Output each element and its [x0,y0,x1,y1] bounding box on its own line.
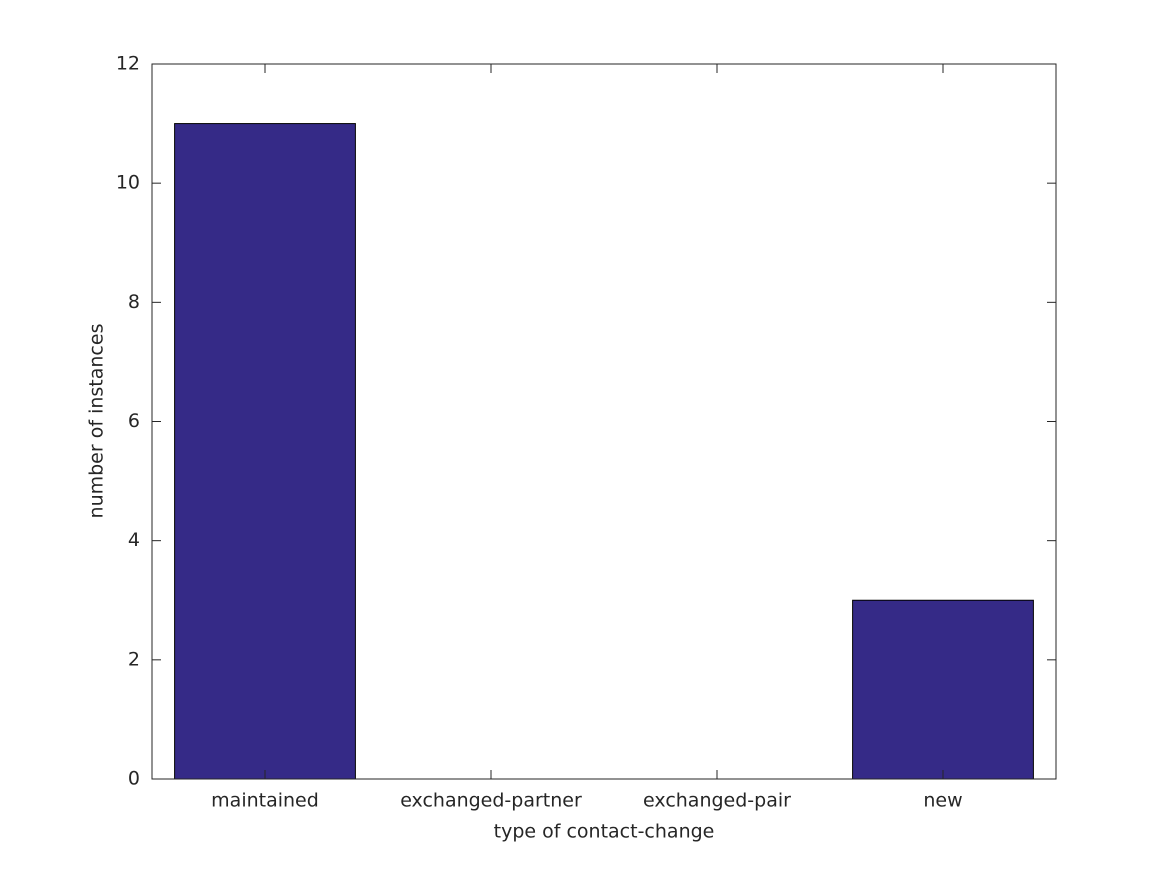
y-tick-label: 6 [128,410,140,432]
y-tick-label: 12 [116,53,140,75]
x-tick-label: exchanged-pair [643,790,791,812]
x-tick-label: new [923,790,962,812]
y-tick-label: 8 [128,291,140,313]
bar [174,123,356,780]
y-tick-label: 0 [128,768,140,790]
y-tick-label: 4 [128,529,140,551]
y-tick-label: 2 [128,648,140,670]
x-axis-label: type of contact-change [494,821,715,843]
bar [852,599,1034,780]
y-tick-label: 10 [116,172,140,194]
x-tick-label: exchanged-partner [400,790,582,812]
y-axis-label: number of instances [86,324,108,519]
x-tick-label: maintained [211,790,319,812]
